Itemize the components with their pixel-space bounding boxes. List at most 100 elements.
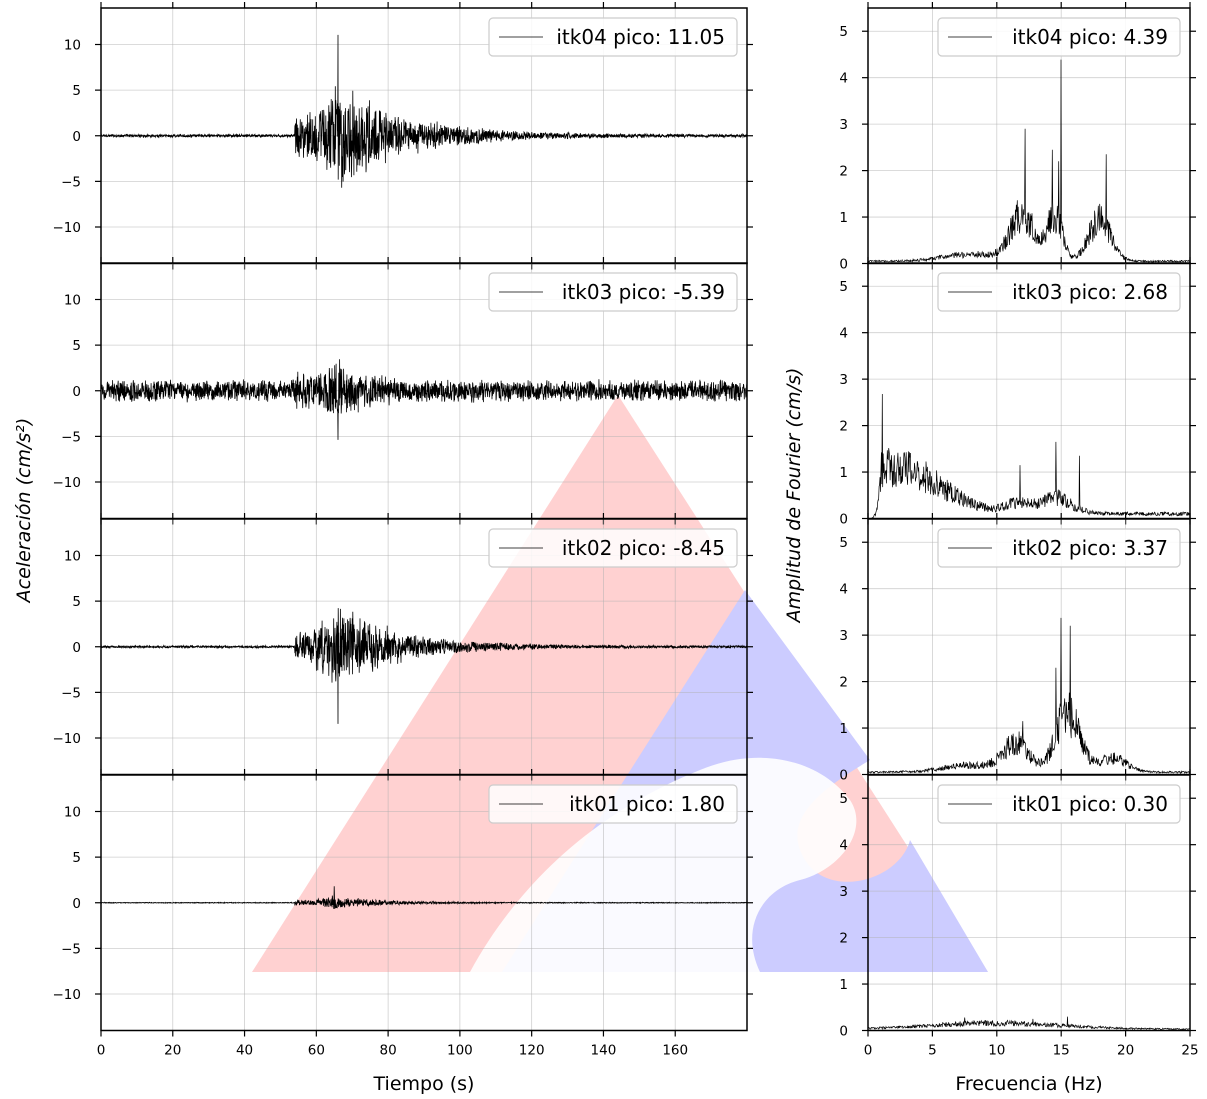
- x-tick-label: 40: [236, 1043, 253, 1059]
- x-tick-label: 80: [380, 1043, 397, 1059]
- legend-box: [488, 272, 738, 312]
- legend-box: [488, 784, 738, 824]
- y-tick-label: 0: [839, 512, 848, 528]
- y-tick-label: 10: [64, 549, 81, 565]
- y-tick-label: 0: [72, 640, 81, 656]
- y-tick-label: 5: [72, 83, 81, 99]
- legend-box: [937, 17, 1181, 57]
- legend-label: itk03 pico: -5.39: [562, 280, 725, 304]
- y-tick-label: 2: [839, 419, 848, 435]
- x-tick-label: 10: [988, 1043, 1005, 1059]
- y-tick-label: 4: [839, 71, 848, 87]
- spectrum-panel-itk04: 0 1 2 3 4 5 itk04 pico: 4.39: [839, 2, 1196, 273]
- x-tick-label: 0: [864, 1043, 873, 1059]
- y-tick-label: −5: [61, 174, 81, 190]
- x-tick-label: 60: [308, 1043, 325, 1059]
- y-tick-label: −5: [61, 429, 81, 445]
- time-panel-itk01: 0 20 40 60 80 100 120 140 160 −10 −5 0 5 10 itk01 pico…: [53, 769, 753, 1059]
- y-tick-label: 5: [839, 535, 848, 551]
- x-tick-label: 5: [928, 1043, 937, 1059]
- y-tick-label: −10: [53, 220, 82, 236]
- legend-label: itk04 pico: 4.39: [1012, 25, 1168, 49]
- axes-frame: [867, 774, 1191, 1032]
- legend-box: [937, 784, 1181, 824]
- spectrum-panel-itk01: 0 5 10 15 20 25 0 1 2 3 4 5 itk01 pico: 0.30: [839, 769, 1199, 1059]
- trace-itk01: [867, 1016, 1191, 1031]
- legend-label: itk02 pico: -8.45: [562, 536, 725, 560]
- x-tick-label: 20: [164, 1043, 181, 1059]
- watermark-logo: [252, 395, 988, 972]
- y-tick-label: 5: [72, 594, 81, 610]
- y-tick-label: 0: [839, 257, 848, 273]
- y-tick-label: 3: [839, 372, 848, 388]
- y-tick-label: 0: [72, 896, 81, 912]
- legend-label: itk01 pico: 0.30: [1012, 792, 1168, 816]
- y-tick-label: 0: [72, 384, 81, 400]
- trace-itk04: [100, 34, 748, 188]
- y-tick-label: 3: [839, 117, 848, 133]
- legend-box: [937, 272, 1181, 312]
- x-tick-label: 25: [1181, 1043, 1198, 1059]
- y-tick-label: 1: [839, 210, 848, 226]
- x-tick-label: 140: [591, 1043, 617, 1059]
- trace-itk03: [868, 393, 1191, 519]
- y-tick-label: 5: [839, 279, 848, 295]
- y-tick-label: 4: [839, 838, 848, 854]
- watermark-red-triangle: [252, 395, 988, 972]
- y-tick-label: −5: [61, 941, 81, 957]
- time-panel-itk04: −10 −5 0 5 10 itk04 pico: 11.05: [53, 2, 753, 270]
- left-ylabel: Aceleración (cm/s²): [13, 418, 35, 605]
- y-tick-label: 3: [839, 884, 848, 900]
- y-tick-label: 0: [839, 768, 848, 784]
- y-tick-label: −10: [53, 987, 82, 1003]
- y-tick-label: 0: [839, 1024, 848, 1040]
- spectrum-panel-itk02: 0 1 2 3 4 5 itk02 pico: 3.37: [839, 513, 1196, 784]
- spectrum-panel-itk03: 0 1 2 3 4 5 itk03 pico: 2.68: [839, 257, 1196, 528]
- legend-label: itk03 pico: 2.68: [1012, 280, 1168, 304]
- x-tick-label: 20: [1117, 1043, 1134, 1059]
- x-tick-label: 0: [97, 1043, 106, 1059]
- x-tick-label: 160: [662, 1043, 688, 1059]
- left-xlabel: Tiempo (s): [373, 1073, 475, 1095]
- y-tick-label: 5: [839, 24, 848, 40]
- trace-itk04: [867, 59, 1191, 264]
- y-tick-label: −10: [53, 475, 82, 491]
- x-tick-label: 15: [1053, 1043, 1070, 1059]
- y-tick-label: −5: [61, 685, 81, 701]
- y-tick-label: 1: [839, 465, 848, 481]
- legend-box: [488, 528, 738, 568]
- trace-itk02: [867, 617, 1191, 775]
- legend-box: [488, 17, 738, 57]
- trace-itk01: [100, 886, 748, 909]
- y-tick-label: −10: [53, 731, 82, 747]
- legend-label: itk01 pico: 1.80: [569, 792, 725, 816]
- x-tick-label: 100: [447, 1043, 473, 1059]
- y-tick-label: 5: [72, 338, 81, 354]
- y-tick-label: 10: [64, 293, 81, 309]
- y-tick-label: 10: [64, 38, 81, 54]
- y-tick-label: 2: [839, 164, 848, 180]
- watermark-blue-wave: [502, 590, 988, 972]
- y-tick-label: 5: [839, 791, 848, 807]
- y-tick-label: 5: [72, 850, 81, 866]
- y-tick-label: 3: [839, 628, 848, 644]
- y-tick-label: 0: [72, 129, 81, 145]
- y-tick-label: 2: [839, 931, 848, 947]
- legend-label: itk04 pico: 11.05: [556, 25, 725, 49]
- x-tick-label: 120: [519, 1043, 545, 1059]
- y-tick-label: 10: [64, 805, 81, 821]
- legend-box: [937, 528, 1181, 568]
- y-tick-label: 2: [839, 675, 848, 691]
- watermark-white-stripe: [470, 757, 857, 972]
- trace-itk02: [100, 608, 748, 724]
- right-xlabel: Frecuencia (Hz): [955, 1073, 1102, 1095]
- y-tick-label: 4: [839, 582, 848, 598]
- legend-label: itk02 pico: 3.37: [1012, 536, 1168, 560]
- time-panel-itk03: −10 −5 0 5 10 itk03 pico: -5.39: [53, 257, 753, 525]
- y-tick-label: 4: [839, 326, 848, 342]
- y-tick-label: 1: [839, 721, 848, 737]
- trace-itk03: [100, 359, 748, 440]
- right-ylabel: Amplitud de Fourier (cm/s): [783, 368, 805, 625]
